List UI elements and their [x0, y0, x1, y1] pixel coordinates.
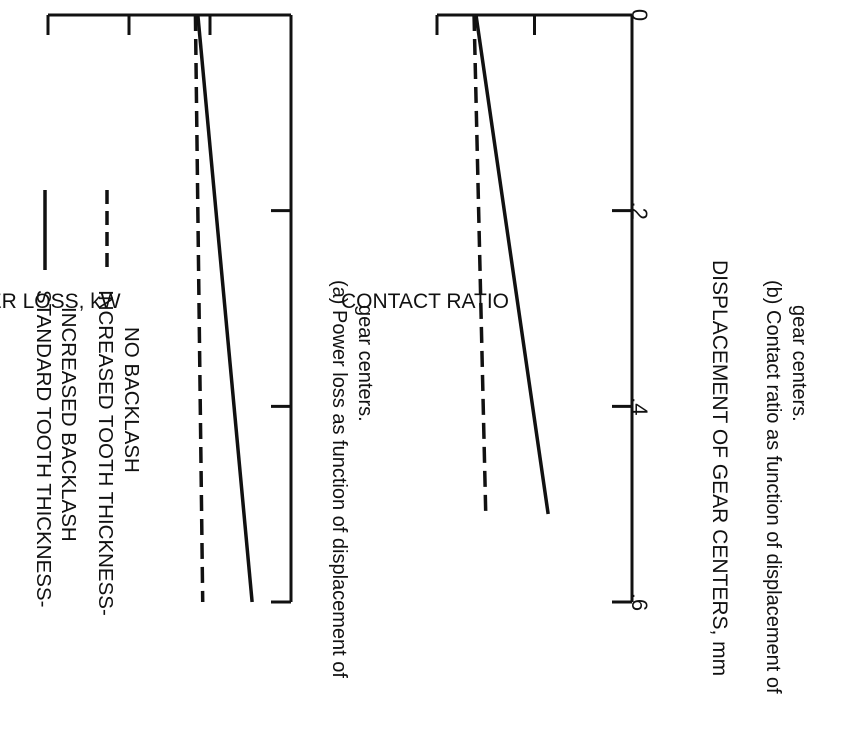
contact-ratio-panel: 2.01.51.0 0 .2 .4 .6 CONTACT RATIO DISPLACE… — [341, 9, 810, 694]
power-loss-series-increased-line — [193, 14, 205, 603]
contact-ratio-x-tick-label: .2 — [627, 201, 652, 219]
power-loss-series — [193, 14, 254, 603]
power-loss-y-axis-label: POWER LOSS, kW — [0, 290, 121, 313]
power-loss-x-ticks — [271, 13, 291, 604]
legend: STANDARD TOOTH THICKNESS- INCREASED BACK… — [32, 190, 143, 616]
legend-increased-line-1: INCREASED TOOTH THICKNESS- — [94, 290, 117, 616]
legend-increased-line-2: NO BACKLASH — [120, 327, 143, 473]
power-loss-caption-line-1: (a) Power loss as function of displaceme… — [328, 280, 350, 678]
contact-ratio-caption-line-2: gear centers. — [788, 305, 810, 422]
contact-ratio-y-ticks: 2.01.51.0 — [435, 15, 634, 35]
power-loss-y-ticks: .55.45.35.25 — [46, 15, 293, 35]
contact-ratio-x-tick-label: .4 — [627, 397, 652, 415]
contact-ratio-series-standard-line — [474, 14, 550, 515]
power-loss-panel: .55.45.35.25 POWER LOSS, kW (a) Power lo… — [0, 13, 376, 678]
contact-ratio-x-axis-label: DISPLACEMENT OF GEAR CENTERS, mm — [708, 260, 731, 676]
contact-ratio-x-tick-label: .6 — [627, 593, 652, 611]
contact-ratio-series-increased-line — [472, 14, 488, 514]
contact-ratio-x-tick-label: 0 — [627, 9, 652, 21]
power-loss-series-standard-line — [196, 14, 254, 603]
legend-standard-line-2: INCREASED BACKLASH — [57, 307, 80, 542]
power-loss-caption-line-2: gear centers. — [354, 305, 376, 422]
contact-ratio-x-ticks: 0 .2 .4 .6 — [612, 9, 652, 611]
contact-ratio-series — [472, 14, 550, 515]
legend-standard-line-1: STANDARD TOOTH THICKNESS- — [32, 290, 55, 607]
rotated-figure: .55.45.35.25 POWER LOSS, kW (a) Power lo… — [0, 9, 810, 694]
contact-ratio-caption-line-1: (b) Contact ratio as function of displac… — [762, 280, 784, 694]
contact-ratio-y-axis-label: CONTACT RATIO — [341, 290, 509, 313]
